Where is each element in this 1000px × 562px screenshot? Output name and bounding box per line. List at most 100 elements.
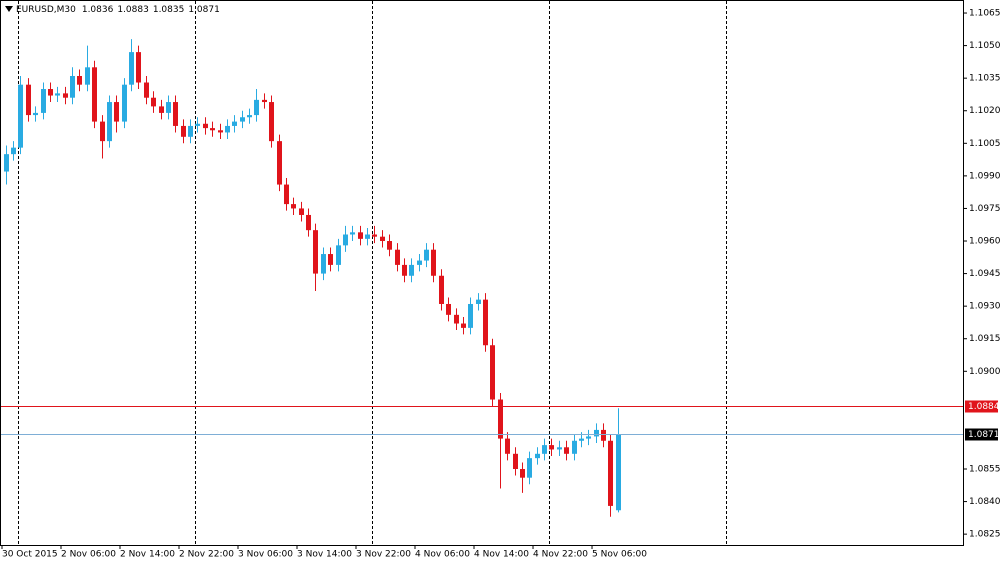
candle-body bbox=[572, 440, 577, 454]
chart-header: EURUSD,M30 1.0836 1.0883 1.0835 1.0871 bbox=[16, 5, 220, 15]
candle-body bbox=[616, 434, 621, 511]
x-tick-label: 4 Nov 22:00 bbox=[533, 550, 588, 560]
candle-body bbox=[579, 438, 584, 441]
candle-body bbox=[240, 117, 245, 122]
candle-body bbox=[151, 97, 156, 107]
y-tick-label: 1.0990 bbox=[969, 171, 1000, 181]
x-tick-label: 3 Nov 06:00 bbox=[238, 550, 293, 560]
candle-body bbox=[70, 75, 75, 98]
candle-body bbox=[114, 102, 119, 122]
y-tick-label: 1.0855 bbox=[969, 465, 1000, 475]
y-tick-label: 1.0900 bbox=[969, 367, 1000, 377]
y-tick-label: 1.0840 bbox=[969, 497, 1000, 507]
candle-body bbox=[129, 52, 134, 85]
y-tick-label: 1.0825 bbox=[969, 530, 1000, 540]
candle-body bbox=[195, 123, 200, 126]
menu-triangle[interactable] bbox=[5, 6, 13, 12]
candle-body bbox=[188, 125, 193, 137]
y-tick-label: 1.1065 bbox=[969, 9, 1000, 19]
candle-body bbox=[225, 125, 230, 133]
candle-body bbox=[100, 121, 105, 142]
candle-body bbox=[284, 184, 289, 205]
y-tick-label: 1.0975 bbox=[969, 204, 1000, 214]
candle-body bbox=[203, 123, 208, 129]
plot-frame bbox=[0, 0, 964, 546]
candle-body bbox=[365, 234, 370, 239]
candle-body bbox=[328, 254, 333, 265]
candle-body bbox=[144, 82, 149, 98]
candle-body bbox=[254, 99, 259, 116]
candle-body bbox=[358, 232, 363, 239]
candle-body bbox=[11, 147, 16, 155]
candle-body bbox=[513, 453, 518, 470]
candle-body bbox=[520, 469, 525, 478]
candle-body bbox=[218, 130, 223, 133]
candle-body bbox=[535, 453, 540, 459]
candle-body bbox=[4, 154, 9, 172]
last-close: 1.0871 bbox=[188, 5, 220, 15]
candle-body bbox=[372, 234, 377, 237]
candle-body bbox=[41, 89, 46, 113]
candle-body bbox=[549, 445, 554, 450]
candle-body bbox=[33, 112, 38, 116]
candle-body bbox=[468, 303, 473, 328]
candle-body bbox=[262, 99, 267, 103]
last-open: 1.0836 bbox=[82, 5, 114, 15]
candle-body bbox=[454, 314, 459, 324]
candle-body bbox=[122, 84, 127, 122]
candle-body bbox=[92, 67, 97, 122]
y-tick-label: 1.0945 bbox=[969, 269, 1000, 279]
x-tick-label: 4 Nov 06:00 bbox=[415, 550, 470, 560]
candle-body bbox=[527, 458, 532, 478]
candle-body bbox=[107, 102, 112, 142]
ask-label: 1.0884 bbox=[968, 402, 1000, 412]
y-tick-label: 1.0930 bbox=[969, 302, 1000, 312]
candle-body bbox=[48, 89, 53, 96]
candle-body bbox=[350, 232, 355, 235]
candle-body bbox=[498, 399, 503, 439]
candle-body bbox=[601, 429, 606, 441]
candle-body bbox=[557, 447, 562, 450]
candle-body bbox=[210, 128, 215, 131]
last-low: 1.0835 bbox=[153, 5, 185, 15]
symbol: EURUSD,M30 bbox=[16, 5, 76, 15]
x-tick-label: 2 Nov 06:00 bbox=[61, 550, 116, 560]
candle-body bbox=[232, 121, 237, 126]
x-tick-label: 3 Nov 14:00 bbox=[297, 550, 352, 560]
y-tick-label: 1.1020 bbox=[969, 106, 1000, 116]
candle-body bbox=[136, 52, 141, 83]
candle-body bbox=[608, 440, 613, 506]
candle-body bbox=[476, 299, 481, 304]
candle-body bbox=[77, 75, 82, 85]
candle-body bbox=[424, 249, 429, 261]
last-high: 1.0883 bbox=[117, 5, 149, 15]
candle-body bbox=[63, 93, 68, 98]
candle-body bbox=[417, 260, 422, 265]
y-tick-label: 1.0915 bbox=[969, 334, 1000, 344]
x-tick-label: 30 Oct 2015 bbox=[2, 550, 58, 560]
candle-body bbox=[542, 445, 547, 454]
candle-body bbox=[446, 303, 451, 315]
y-tick-label: 1.1005 bbox=[969, 139, 1000, 149]
candle-body bbox=[586, 436, 591, 439]
candle-body bbox=[594, 429, 599, 437]
candle-body bbox=[402, 264, 407, 276]
x-tick-label: 3 Nov 22:00 bbox=[356, 550, 411, 560]
candle-body bbox=[55, 93, 60, 96]
candle-body bbox=[159, 106, 164, 113]
candle-body bbox=[306, 214, 311, 231]
candle-body bbox=[439, 275, 444, 304]
candle-body bbox=[321, 254, 326, 274]
candle-body bbox=[181, 125, 186, 137]
x-tick-label: 2 Nov 14:00 bbox=[120, 550, 175, 560]
y-tick-label: 1.1035 bbox=[969, 74, 1000, 84]
ask-marker bbox=[965, 400, 998, 413]
candle-body bbox=[490, 345, 495, 400]
candle-body bbox=[166, 102, 171, 113]
bid-marker bbox=[965, 428, 998, 441]
candle-body bbox=[26, 84, 31, 116]
candle-body bbox=[564, 447, 569, 454]
candle-body bbox=[313, 230, 318, 274]
